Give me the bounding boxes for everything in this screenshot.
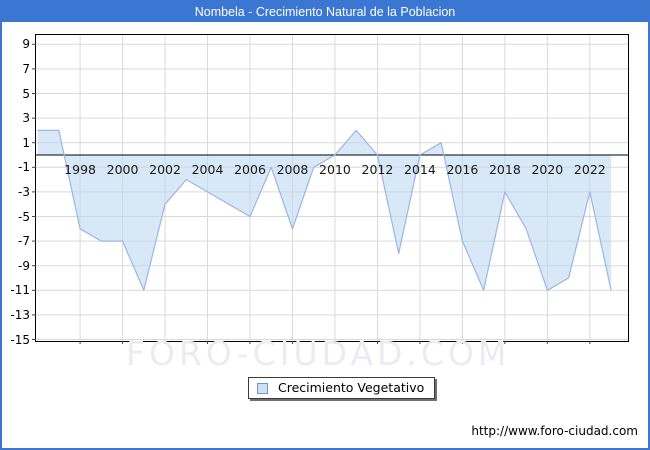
y-tick-label: -11: [10, 283, 30, 298]
y-tick-label: 5: [22, 86, 30, 101]
x-tick-label: 1998: [64, 162, 96, 177]
x-tick-label: 2006: [234, 162, 266, 177]
x-tick-label: 2012: [362, 162, 394, 177]
x-tick-label: 2004: [192, 162, 224, 177]
y-tick-label: 1: [22, 135, 30, 150]
y-tick-label: -13: [10, 307, 30, 322]
plot-area: 1998 2000 2002 2004 2006 2008 2010 2012 2014 2016…: [32, 34, 629, 344]
y-tick-label: -5: [18, 209, 30, 224]
x-tick-label: 2022: [574, 162, 606, 177]
legend-swatch-icon: [257, 382, 268, 394]
legend-box: Crecimiento Vegetativo: [248, 377, 436, 399]
y-tick-label: 3: [22, 111, 30, 126]
title-bar: Nombela - Crecimiento Natural de la Pobl…: [2, 2, 648, 22]
x-tick-label: 2000: [107, 162, 139, 177]
area-chart: 1998 2000 2002 2004 2006 2008 2010 2012 2014 2016…: [32, 35, 628, 344]
legend-label: Crecimiento Vegetativo: [278, 380, 425, 395]
chart-title: Nombela - Crecimiento Natural de la Pobl…: [194, 5, 456, 19]
y-tick-label: -7: [18, 234, 30, 249]
y-tick-label: 9: [22, 37, 30, 52]
x-tick-label: 2018: [489, 162, 521, 177]
y-tick-label: 7: [22, 61, 30, 76]
x-tick-label: 2016: [446, 162, 478, 177]
y-tick-label: -15: [10, 332, 30, 347]
series-line: [37, 129, 612, 291]
x-tick-label: 2020: [531, 162, 563, 177]
x-tick-label: 2008: [277, 162, 309, 177]
x-tick-label: 2014: [404, 162, 436, 177]
series-fill: [37, 130, 612, 291]
x-tick-label: 2002: [149, 162, 181, 177]
watermark-text: FORO-CIUDAD.COM: [126, 334, 511, 373]
x-tick-label: 2010: [319, 162, 351, 177]
y-tick-label: -1: [18, 160, 30, 175]
y-tick-label: -9: [18, 258, 30, 273]
y-tick-label: -3: [18, 184, 30, 199]
footer-url: http://www.foro-ciudad.com: [471, 424, 638, 438]
